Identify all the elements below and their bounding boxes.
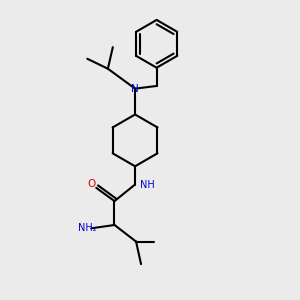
Text: NH: NH <box>140 179 155 190</box>
Text: N: N <box>131 84 139 94</box>
Text: O: O <box>88 179 96 189</box>
Text: NH₂: NH₂ <box>78 223 97 233</box>
